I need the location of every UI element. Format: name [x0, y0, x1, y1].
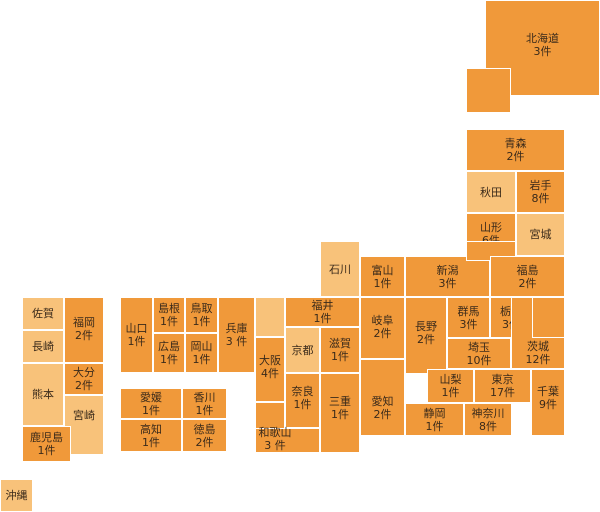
pref-kochi — [120, 419, 182, 452]
pref-kyoto — [285, 327, 320, 373]
pref-hiroshima — [153, 333, 185, 373]
pref-fukui — [285, 297, 360, 327]
pref-saitama — [447, 338, 511, 369]
pref-yamaguchi — [120, 297, 153, 373]
pref-tottori — [185, 297, 218, 333]
pref-tokushima — [182, 419, 227, 452]
pref-yamanashi — [427, 369, 474, 403]
pref-niigata — [405, 256, 490, 297]
pref-toyama — [360, 256, 405, 297]
pref-miyagi — [516, 213, 565, 256]
pref-fukuoka — [64, 297, 104, 363]
pref-okayama — [185, 333, 218, 373]
pref-gifu — [360, 297, 405, 359]
pref-iwate — [516, 171, 565, 213]
pref-osaka — [255, 337, 285, 402]
pref-ibaraki-top — [532, 297, 565, 338]
pref-nagasaki — [22, 330, 64, 363]
pref-aichi — [360, 359, 405, 436]
pref-kagoshima — [22, 426, 71, 462]
pref-oita — [64, 363, 104, 395]
pref-aomori — [466, 129, 565, 171]
pref-mie — [320, 373, 360, 453]
pref-nagano — [405, 297, 447, 374]
pref-kyoto-north — [255, 297, 285, 337]
pref-kagawa — [182, 388, 227, 419]
pref-akita — [466, 171, 516, 213]
pref-saga — [22, 297, 64, 330]
pref-tokyo — [474, 369, 531, 403]
pref-hokkaido-tail — [466, 68, 511, 113]
pref-shiga — [320, 327, 360, 373]
pref-gunma — [447, 297, 490, 338]
pref-chiba — [531, 369, 565, 436]
pref-ehime — [120, 388, 182, 419]
pref-kanagawa — [464, 403, 512, 436]
pref-okinawa — [0, 479, 33, 512]
pref-shizuoka — [405, 403, 464, 436]
pref-kumamoto — [22, 363, 64, 426]
pref-hyogo — [218, 297, 255, 373]
pref-shimane — [153, 297, 185, 333]
pref-ishikawa — [320, 241, 360, 297]
pref-nara — [285, 373, 320, 428]
pref-wakayama-bottom — [255, 428, 320, 453]
pref-fukushima — [490, 256, 565, 297]
